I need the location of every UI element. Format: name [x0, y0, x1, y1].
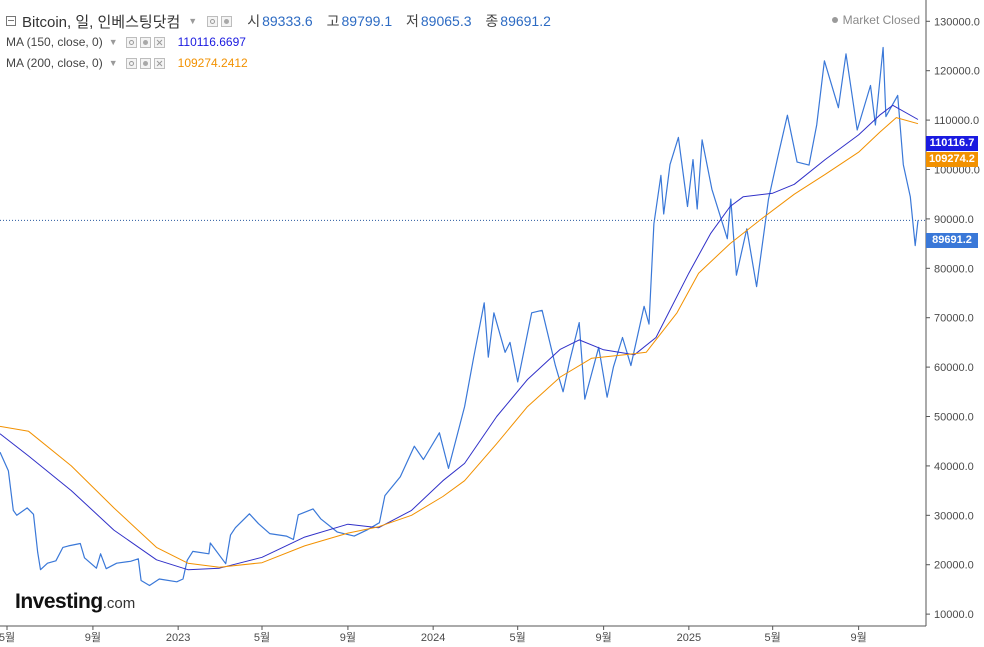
settings-icon[interactable]	[139, 36, 151, 48]
y-tick-label: 20000.0	[934, 560, 974, 572]
collapse-icon[interactable]	[6, 16, 16, 26]
x-tick-label: 2024	[421, 632, 445, 644]
x-tick-label: 9월	[340, 631, 356, 644]
investing-logo: Investing.com	[15, 590, 135, 614]
visibility-icon[interactable]	[125, 36, 137, 48]
low-label: 저	[406, 13, 419, 29]
high-label: 고	[326, 13, 340, 29]
y-tick-label: 40000.0	[934, 461, 974, 473]
open-label: 시	[247, 13, 261, 29]
market-status: Market Closed	[831, 13, 920, 27]
x-tick-label: 9월	[595, 631, 611, 644]
ma150-series-line	[0, 104, 919, 571]
ohlc-values: 시 89333.6 고 89799.1 저 89065.3 종 89691.2	[247, 11, 561, 31]
indicator-ma150: MA (150, close, 0) ▼ 110116.6697	[6, 34, 246, 50]
close-value: 89691.2	[500, 13, 551, 29]
x-tick-label: 9월	[85, 631, 101, 644]
chart-header: Bitcoin, 일, 인베스팅닷컴 ▼ 시 89333.6 고 89799.1 저…	[6, 10, 561, 32]
close-icon[interactable]	[153, 36, 165, 48]
visibility-icon[interactable]	[125, 57, 137, 69]
y-tick-label: 120000.0	[934, 66, 980, 78]
y-tick-label: 60000.0	[934, 362, 974, 374]
y-tick-label: 90000.0	[934, 214, 974, 226]
settings-icon[interactable]	[221, 15, 233, 27]
y-tick-label: 130000.0	[934, 16, 980, 28]
x-tick-label: 2025	[677, 632, 701, 644]
y-tick-label: 70000.0	[934, 313, 974, 325]
close-label: 종	[485, 13, 499, 29]
x-tick-label: 5월	[0, 631, 15, 644]
open-value: 89333.6	[262, 13, 313, 29]
indicator-ma200: MA (200, close, 0) ▼ 109274.2412	[6, 55, 248, 71]
x-tick-label: 9월	[850, 631, 866, 644]
price-series-line	[0, 46, 919, 587]
indicator-value: 109274.2412	[177, 56, 248, 70]
chevron-down-icon[interactable]: ▼	[108, 58, 118, 68]
indicator-label: MA (200, close, 0)	[6, 56, 103, 70]
status-dot-icon	[831, 17, 838, 23]
high-value: 89799.1	[341, 13, 393, 29]
y-tick-label: 110000.0	[934, 115, 979, 127]
indicator-label: MA (150, close, 0)	[6, 35, 103, 49]
visibility-icon[interactable]	[207, 15, 219, 27]
chart-title: Bitcoin, 일, 인베스팅닷컴	[22, 13, 181, 31]
chevron-down-icon[interactable]: ▼	[188, 16, 198, 26]
x-tick-label: 5월	[510, 631, 526, 644]
market-status-text: Market Closed	[842, 13, 920, 27]
chevron-down-icon[interactable]: ▼	[108, 37, 118, 47]
y-tick-label: 100000.0	[934, 164, 980, 176]
close-icon[interactable]	[153, 57, 165, 69]
settings-icon[interactable]	[139, 57, 151, 69]
x-tick-label: 2023	[166, 632, 190, 644]
y-tick-label: 30000.0	[934, 510, 974, 522]
x-tick-label: 5월	[765, 631, 781, 644]
indicator-value: 110116.6697	[177, 35, 246, 49]
ma200-series-line	[0, 117, 919, 568]
logo-domain: .com	[102, 595, 136, 612]
last-price-tag: 89691.2	[926, 233, 978, 248]
low-value: 89065.3	[420, 13, 472, 29]
logo-brand: Investing	[15, 590, 103, 613]
ma200-price-tag: 109274.2	[926, 152, 978, 167]
x-tick-label: 5월	[254, 631, 270, 644]
ma150-price-tag: 110116.7	[926, 136, 978, 151]
y-tick-label: 10000.0	[934, 609, 974, 621]
y-tick-label: 50000.0	[934, 412, 974, 424]
y-tick-label: 80000.0	[934, 263, 974, 275]
